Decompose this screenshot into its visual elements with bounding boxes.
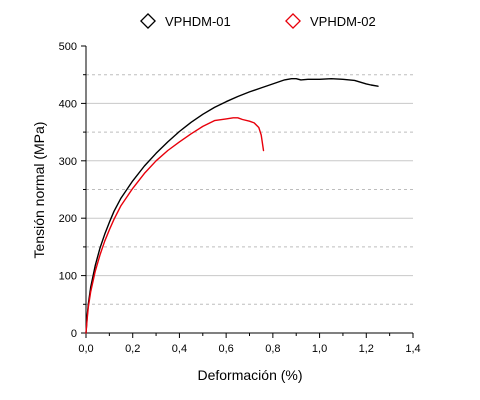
legend-label-vphdm-01: VPHDM-01: [165, 14, 231, 29]
legend-marker-vphdm-01: [140, 13, 156, 29]
x-tick-label: 0,0: [78, 343, 93, 355]
series-line-vphdm-02: [85, 117, 265, 334]
x-tick-label: 0,4: [172, 343, 187, 355]
y-tick-label: 300: [59, 156, 77, 168]
legend-item-vphdm-02: VPHDM-02: [285, 13, 376, 29]
x-tick-label: 1,4: [405, 343, 420, 355]
x-tick-label: 0,2: [125, 343, 140, 355]
x-tick-label: 1,2: [359, 343, 374, 355]
y-tick-label: 0: [71, 328, 77, 340]
x-tick-label: 0,8: [265, 343, 280, 355]
x-tick-label: 0,6: [218, 343, 233, 355]
y-tick-label: 400: [59, 98, 77, 110]
x-tick-label: 1,0: [312, 343, 327, 355]
y-axis-title: Tensión normal (MPa): [31, 122, 47, 259]
legend-item-vphdm-01: VPHDM-01: [140, 13, 231, 29]
legend-marker-vphdm-02: [285, 13, 301, 29]
ticks: 0,0 0,2 0,4 0,6 0,8 1,0 1,2 1,4 0 100 200 300 400 500: [59, 41, 421, 355]
series-layer: [85, 77, 379, 334]
grid-lines: [86, 74, 413, 305]
legend-label-vphdm-02: VPHDM-02: [310, 14, 376, 29]
y-tick-label: 100: [59, 271, 77, 283]
series-line-vphdm-01: [85, 77, 379, 334]
y-tick-label: 500: [59, 41, 77, 53]
y-tick-label: 200: [59, 213, 77, 225]
legend: VPHDM-01 VPHDM-02: [140, 13, 376, 29]
x-axis-title: Deformación (%): [197, 367, 302, 383]
